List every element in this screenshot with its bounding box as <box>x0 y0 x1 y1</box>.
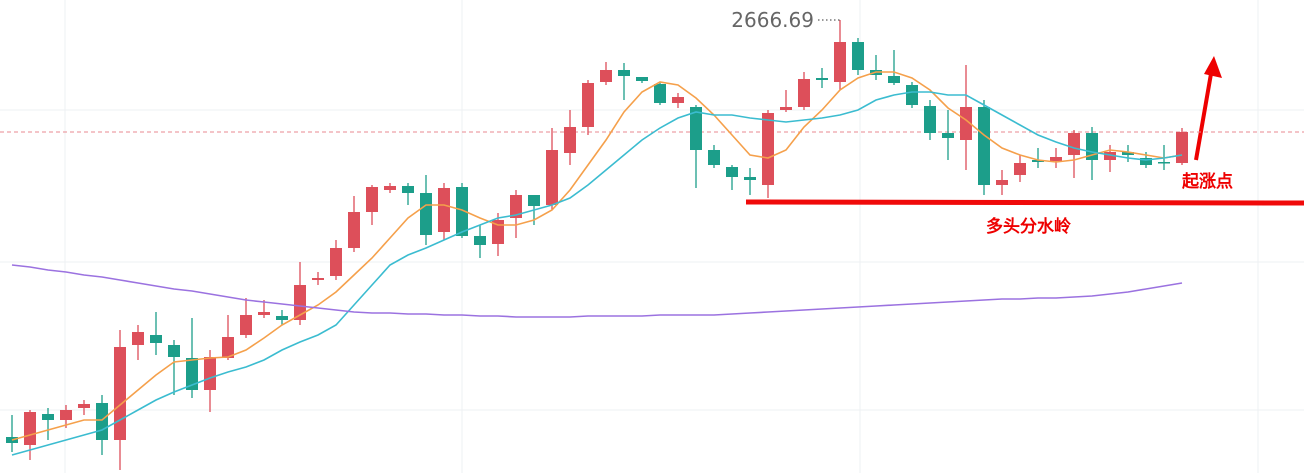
candle-body <box>240 315 252 335</box>
candle-body <box>438 188 450 232</box>
candle-body <box>1122 152 1134 155</box>
candle-body <box>1050 157 1062 161</box>
candle-body <box>366 187 378 212</box>
candle-body <box>42 414 54 420</box>
high-label: 2666.69 <box>731 8 814 32</box>
candle-body <box>654 84 666 103</box>
candle-body <box>420 193 432 235</box>
candle-body <box>528 195 540 206</box>
candle-body <box>618 70 630 76</box>
candle-body <box>492 220 504 244</box>
candle-body <box>294 285 306 320</box>
candle-body <box>1176 132 1188 163</box>
candle-body <box>546 150 558 205</box>
candle-body <box>348 212 360 248</box>
candle-body <box>132 332 144 345</box>
candle-body <box>402 186 414 193</box>
candle-body <box>1014 163 1026 175</box>
arrow-shaft <box>1194 67 1214 161</box>
candle-body <box>798 79 810 107</box>
candle-body <box>690 107 702 150</box>
candle-body <box>852 42 864 70</box>
watershed-line <box>745 199 1304 206</box>
candle-body <box>114 347 126 440</box>
arrow-head <box>1204 56 1222 78</box>
candle-body <box>510 195 522 218</box>
candle-body <box>726 167 738 177</box>
candle-body <box>960 107 972 140</box>
candle-body <box>744 177 756 180</box>
candle-body <box>312 278 324 280</box>
candle-body <box>186 358 198 390</box>
candle-body <box>978 107 990 185</box>
candle-body <box>1140 158 1152 165</box>
candle-body <box>600 70 612 82</box>
annotation: 起涨点 <box>1181 171 1233 192</box>
candle-body <box>168 345 180 357</box>
ma-line <box>11 91 1183 456</box>
candle-body <box>762 113 774 185</box>
candle-body <box>330 248 342 276</box>
candle-body <box>564 127 576 153</box>
candle-body <box>204 357 216 390</box>
candle-body <box>96 403 108 440</box>
candle-body <box>924 106 936 133</box>
annotation: 多头分水岭 <box>986 216 1071 237</box>
candle-body <box>60 410 72 420</box>
candle-body <box>1158 162 1170 164</box>
candle-body <box>150 335 162 343</box>
candle-body <box>24 412 36 445</box>
candle-body <box>474 236 486 245</box>
candle-body <box>996 180 1008 185</box>
candle-body <box>258 312 270 315</box>
candle-body <box>276 316 288 320</box>
candle-body <box>78 404 90 408</box>
candle-body <box>384 186 396 190</box>
candle-body <box>906 85 918 105</box>
candle-body <box>708 150 720 165</box>
candle-body <box>942 133 954 138</box>
candle-body <box>1104 152 1116 160</box>
candle-body <box>636 77 648 81</box>
candle-body <box>816 78 828 80</box>
candle-body <box>672 97 684 103</box>
ma-line <box>11 71 1183 441</box>
candle-body <box>456 187 468 236</box>
candle-body <box>1032 160 1044 162</box>
candle-body <box>834 42 846 82</box>
candle-body <box>1068 133 1080 155</box>
candle-body <box>888 76 900 83</box>
candle-body <box>780 107 792 110</box>
candle-body <box>582 83 594 127</box>
candle-body <box>222 337 234 358</box>
ma-line <box>11 264 1183 318</box>
